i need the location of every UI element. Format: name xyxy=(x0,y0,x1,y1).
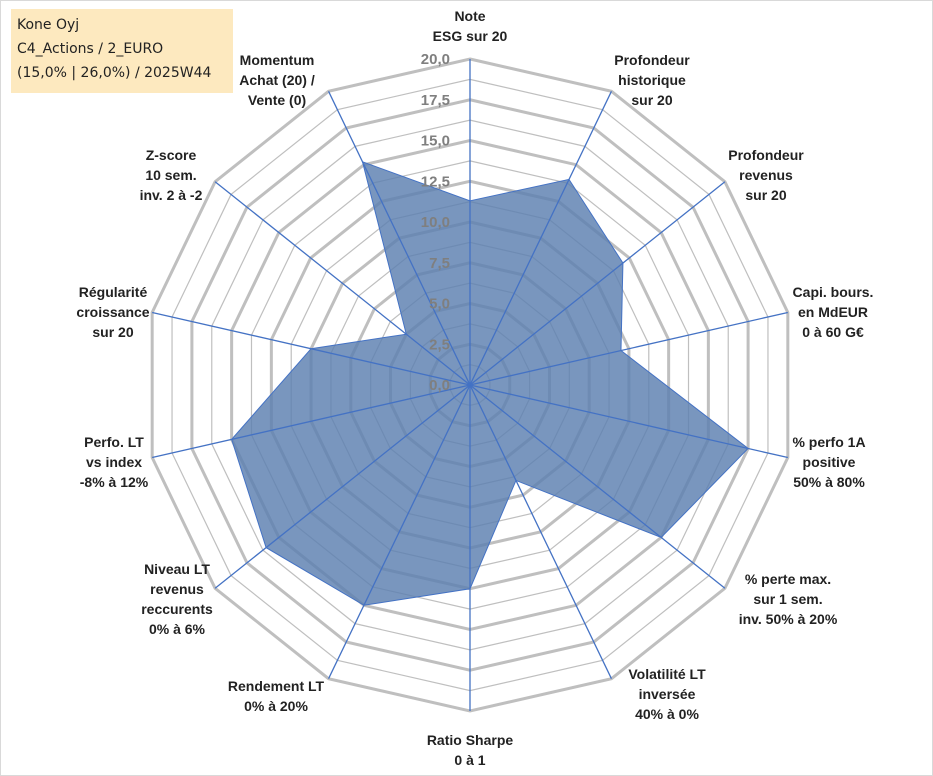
axis-label: Z-score 10 sem. inv. 2 à -2 xyxy=(140,147,203,203)
tick-label: 15,0 xyxy=(421,133,450,150)
tick-label: 20,0 xyxy=(421,51,450,68)
axis-label: % perte max. sur 1 sem. inv. 50% à 20% xyxy=(739,571,838,627)
axis-line xyxy=(469,91,613,386)
tick-label: 0,0 xyxy=(429,377,450,394)
radar-axis-labels: Note ESG sur 20 Profondeur historique sur 20… xyxy=(76,8,873,768)
tick-label: 7,5 xyxy=(429,255,450,272)
axis-label: Note ESG sur 20 xyxy=(433,8,508,44)
axis-label: Profondeur historique sur 20 xyxy=(614,52,690,108)
parameters-label: (15,0% | 26,0%) / 2025W44 xyxy=(17,65,212,81)
axis-line xyxy=(469,384,788,459)
title-box: Kone Oyj C4_Actions / 2_EURO (15,0% | 26… xyxy=(11,9,233,93)
company-name: Kone Oyj xyxy=(17,17,80,33)
axis-label: Perfo. LT vs index -8% à 12% xyxy=(80,434,149,490)
radar-axes xyxy=(152,59,788,711)
axis-line xyxy=(152,384,471,459)
tick-label: 10,0 xyxy=(421,214,450,231)
axis-line xyxy=(469,181,726,386)
axis-label: Niveau LT revenus reccurents 0% à 6% xyxy=(141,561,213,637)
axis-label: Ratio Sharpe 0 à 1 xyxy=(427,732,514,768)
axis-line xyxy=(214,181,471,386)
tick-label: 2,5 xyxy=(429,336,450,353)
axis-line xyxy=(214,384,471,589)
axis-line xyxy=(327,384,471,679)
axis-label: Volatilité LT inversée 40% à 0% xyxy=(628,666,706,722)
tick-label: 12,5 xyxy=(421,173,450,190)
radar-tick-labels: 0,0 2,5 5,0 7,5 10,0 12,5 15,0 17,5 20,0 xyxy=(421,51,450,394)
axis-label: Régularité croissance sur 20 xyxy=(76,284,149,340)
axis-line xyxy=(327,91,471,386)
axis-line xyxy=(152,311,471,386)
axis-label: Momentum Achat (20) / Vente (0) xyxy=(239,52,315,108)
radar-series xyxy=(231,160,749,606)
portfolio-label: C4_Actions / 2_EURO xyxy=(17,41,164,57)
axis-label: Rendement LT 0% à 20% xyxy=(228,678,325,714)
axis-label: Capi. bours. en MdEUR 0 à 60 G€ xyxy=(793,284,874,340)
series-area xyxy=(231,160,749,606)
tick-label: 5,0 xyxy=(429,296,450,313)
axis-label: Profondeur revenus sur 20 xyxy=(728,147,804,203)
axis-label: % perfo 1A positive 50% à 80% xyxy=(792,434,865,490)
axis-line xyxy=(469,384,726,589)
axis-line xyxy=(469,311,788,386)
axis-line xyxy=(469,384,613,679)
tick-label: 17,5 xyxy=(421,92,450,109)
